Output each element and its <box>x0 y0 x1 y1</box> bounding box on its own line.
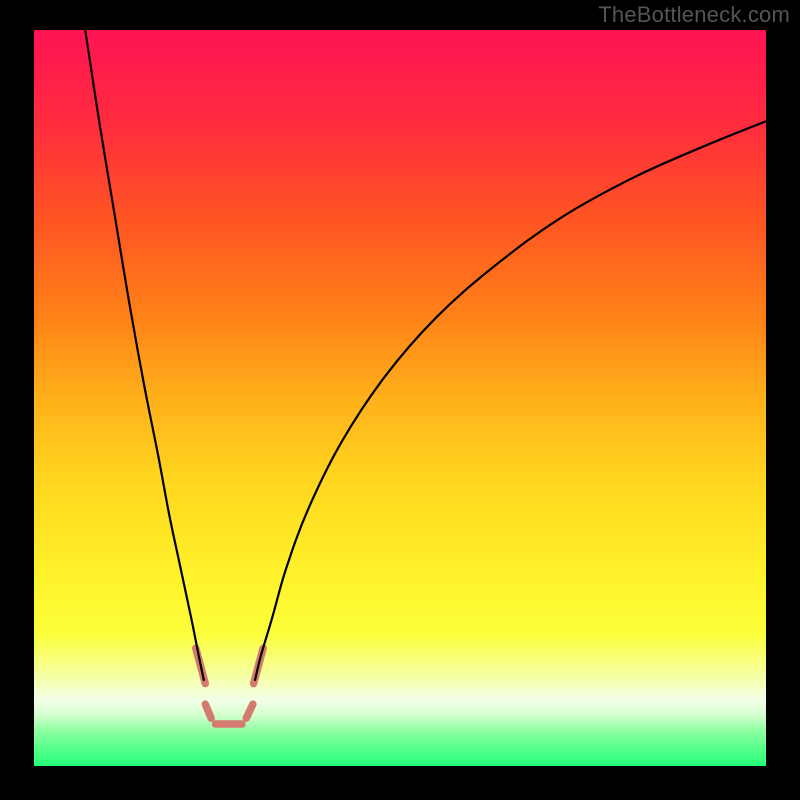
marker-segment <box>246 704 253 718</box>
chart-container: TheBottleneck.com <box>0 0 800 800</box>
credit-text: TheBottleneck.com <box>598 2 790 28</box>
curve-left <box>85 30 204 680</box>
curve-right <box>255 121 766 680</box>
marker-segment <box>205 704 211 718</box>
curve-layer <box>34 30 766 766</box>
plot-area <box>34 30 766 766</box>
marker-group <box>196 648 263 724</box>
